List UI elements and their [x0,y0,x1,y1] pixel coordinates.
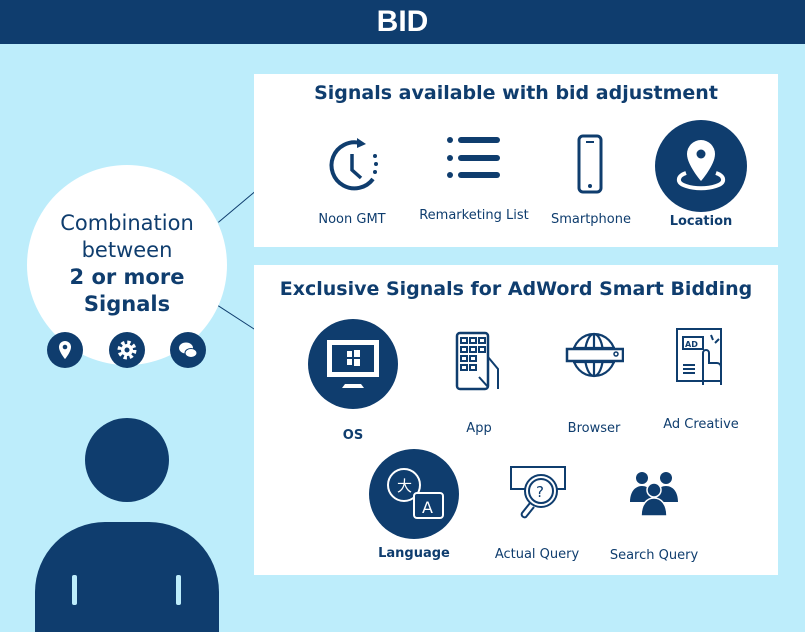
smart-bidding-title: Exclusive Signals for AdWord Smart Biddi… [279,278,753,300]
person-body [35,522,219,632]
signal-label: Ad Creative [663,417,739,432]
combination-line4: Signals [83,292,171,316]
combination-line2: between [81,238,173,262]
gear-icon [109,332,145,368]
smart-bidding-panel: Exclusive Signals for AdWord Smart Biddi… [254,265,778,575]
list-icon [447,137,500,178]
signal-label: Search Query [609,548,699,563]
signal-os: OS [298,318,408,444]
signal-app: App [424,331,534,437]
svg-text:?: ? [536,483,544,501]
svg-text:大: 大 [397,477,412,495]
signal-label: Actual Query [494,547,580,562]
person-arm-line [176,575,181,605]
combination-line3: 2 or more [69,265,185,289]
person-head [85,418,169,502]
signal-label: Noon GMT [318,212,386,227]
combination-line1: Combination [60,211,194,235]
signal-actual-query: ? Actual Query [482,465,592,563]
translate-icon: 大A [369,449,459,539]
monitor-windows-icon [308,319,398,409]
location-icon [655,120,747,212]
ad-click-icon: AD [676,328,722,385]
signal-ad-creative: AD Ad Creative [646,327,756,433]
signal-label: OS [342,428,364,443]
chat-bubbles-icon [170,332,206,368]
svg-text:AD: AD [685,340,698,349]
clock-icon [329,138,378,191]
smartphone-icon [577,134,603,194]
person-arm-line [72,575,77,605]
signal-label: App [466,421,492,436]
signal-noon-gmt: Noon GMT [297,134,407,228]
bid-adjustment-panel: Signals available with bid adjustment No… [254,74,778,247]
svg-text:A: A [422,498,433,517]
bid-adjustment-title: Signals available with bid adjustment [314,82,718,104]
signal-label: Language [378,546,450,561]
signal-browser: Browser [539,331,649,437]
location-pin-icon [47,332,83,368]
signal-label: Smartphone [550,212,631,227]
signal-label: Remarketing List [419,208,529,223]
signal-search-query: Search Query [599,470,709,564]
people-group-icon [630,472,678,517]
signal-label: Browser [567,421,621,436]
signal-smartphone: Smartphone [536,134,646,228]
phone-app-icon [455,331,499,391]
signal-label: Location [669,214,733,229]
signal-location: Location [646,118,756,230]
header-title: BID [0,0,805,44]
globe-search-icon [565,332,624,378]
query-magnifier-icon: ? [510,466,566,519]
combination-circle: Combination between 2 or more Signals [27,165,227,365]
signal-remarketing-list: Remarketing List [419,130,529,224]
